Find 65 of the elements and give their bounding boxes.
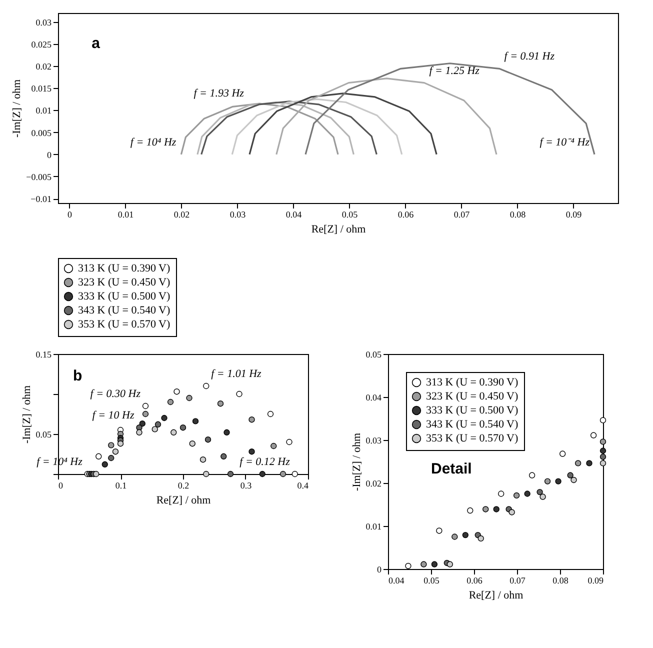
annotation: Detail [431, 460, 472, 478]
legend-label: 313 K (U = 0.390 V) [78, 262, 170, 274]
x-axis-title: Re[Z] / ohm [156, 494, 212, 506]
annotation: f = 0.12 Hz [240, 456, 291, 468]
x-tick-label: 0 [58, 480, 64, 490]
annotation: f = 1.25 Hz [429, 64, 480, 77]
x-tick-label: 0.09 [566, 210, 582, 220]
x-tick-label: 0.03 [230, 210, 246, 220]
legend-label: 343 K (U = 0.540 V) [426, 418, 518, 430]
x-tick-label: 0.3 [240, 480, 252, 490]
legend-label: 353 K (U = 0.570 V) [78, 318, 170, 330]
legend-label: 313 K (U = 0.390 V) [426, 376, 518, 388]
x-tick-label: 0.08 [552, 576, 569, 586]
y-axis-title: -Im[Z] / ohm [20, 385, 33, 444]
y-tick-label: 0 [47, 150, 52, 160]
annotation: f = 0.30 Hz [90, 388, 142, 400]
x-tick-label: 0.04 [286, 210, 302, 220]
annotation: a [92, 34, 101, 52]
x-tick-label: 0.06 [466, 576, 483, 586]
x-axis-title: Re[Z] / ohm [468, 590, 524, 602]
y-axis-title: -Im[Z] / ohm [350, 432, 363, 492]
annotation: f = 0.91 Hz [504, 50, 556, 63]
annotation: f = 10⁴ Hz [130, 136, 177, 148]
x-tick-label: 0.07 [454, 210, 470, 220]
legend-label: 323 K (U = 0.450 V) [426, 390, 518, 402]
x-tick-label: 0.02 [174, 210, 190, 220]
y-tick-label: 0.03 [36, 17, 52, 28]
legend-label: 323 K (U = 0.450 V) [78, 276, 170, 288]
x-tick-label: 0.2 [178, 480, 190, 490]
annotation: f = 10⁻⁴ Hz [540, 136, 590, 148]
y-tick-label: 0.025 [31, 39, 52, 50]
y-tick-label: 0.02 [36, 62, 52, 72]
annotation: f = 1.01 Hz [211, 368, 262, 380]
x-tick-label: 0.1 [115, 480, 127, 490]
x-tick-label: 0.05 [424, 576, 440, 586]
y-tick-label: 0.15 [36, 350, 52, 360]
x-axis-title: Re[Z] / ohm [311, 224, 366, 236]
y-tick-label: 0.015 [31, 84, 52, 94]
annotation: b [73, 367, 82, 384]
x-tick-label: 0 [67, 210, 72, 220]
y-tick-label: 0.03 [366, 436, 382, 446]
x-tick-label: 0.06 [398, 210, 414, 220]
legend-label: 333 K (U = 0.500 V) [426, 404, 518, 416]
y-tick-label: 0 [377, 564, 382, 574]
x-tick-label: 0.01 [118, 210, 134, 220]
y-axis-title: -Im[Z] / ohm [11, 79, 24, 138]
legend-label: 353 K (U = 0.570 V) [426, 432, 518, 444]
y-tick-label: 0.01 [366, 522, 382, 532]
x-tick-label: 0.04 [388, 576, 405, 586]
annotation: f = 10 Hz [92, 410, 135, 422]
y-tick-label: −0.01 [30, 194, 52, 204]
y-tick-label: 0.005 [31, 128, 52, 138]
y-tick-label: 0.01 [36, 106, 52, 116]
legend-label: 343 K (U = 0.540 V) [78, 304, 170, 316]
y-tick-label: 0.04 [366, 392, 382, 402]
x-tick-label: 0.4 [297, 480, 309, 490]
x-tick-label: 0.08 [510, 210, 526, 220]
y-tick-label: −0.005 [26, 172, 52, 182]
x-tick-label: 0.05 [342, 210, 358, 220]
y-tick-label: 0.05 [36, 430, 52, 440]
x-tick-label: 0.07 [510, 576, 526, 586]
annotation: f = 1.93 Hz [194, 87, 245, 100]
legend-label: 333 K (U = 0.500 V) [78, 290, 170, 302]
x-tick-label: 0.09 [588, 576, 604, 586]
y-tick-label: 0.05 [366, 350, 382, 360]
